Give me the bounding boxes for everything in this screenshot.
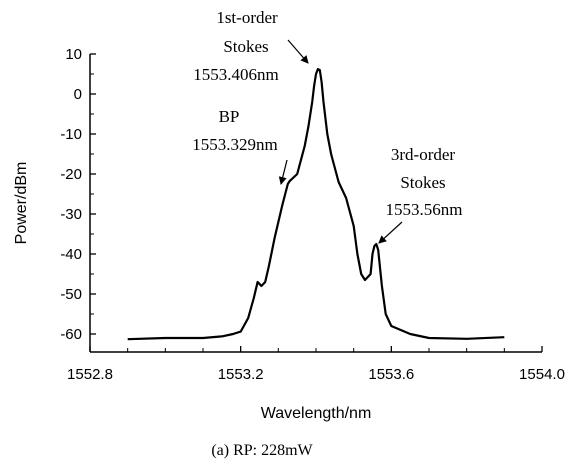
x-tick-label: 1553.2 (218, 366, 264, 383)
annotation-1st-order-line1: 1st-order (216, 8, 278, 27)
y-tick-label: -40 (60, 246, 82, 263)
y-tick-label: -60 (60, 326, 82, 343)
figure-caption: (a) RP: 228mW (211, 442, 313, 459)
x-tick-label: 1554.0 (519, 366, 565, 383)
series-line (127, 68, 505, 341)
y-tick-label: -20 (60, 166, 82, 183)
x-tick-label: 1552.8 (67, 366, 113, 383)
y-tick-label: -50 (60, 286, 82, 303)
y-tick-label: -10 (60, 126, 82, 143)
arrow-3rd-order (378, 221, 403, 244)
tick-labels: 10 0 -10 -20 -30 -40 -50 -60 1552.8 1553.2 1553.6 1… (60, 46, 565, 383)
y-tick-label: -30 (60, 206, 82, 223)
ticks (89, 53, 543, 352)
annotation-1st-order-line3: 1553.406nm (193, 65, 278, 84)
x-axis-title: Wavelength/nm (261, 405, 372, 422)
annotation-bp-line2: 1553.329nm (192, 135, 277, 154)
annotation-bp-line1: BP (219, 107, 240, 126)
annotation-3rd-order-line3: 1553.56nm (386, 200, 463, 219)
y-tick-label: 0 (74, 86, 82, 103)
annotation-3rd-order-line1: 3rd-order (391, 145, 456, 164)
arrow-1st-order (287, 39, 309, 64)
annotation-1st-order-line2: Stokes (223, 37, 268, 56)
x-tick-label: 1553.6 (368, 366, 414, 383)
y-axis-title: Power/dBm (13, 162, 30, 245)
y-tick-label: 10 (65, 46, 82, 63)
arrow-bp (278, 159, 288, 185)
annotation-3rd-order-line2: Stokes (400, 173, 445, 192)
